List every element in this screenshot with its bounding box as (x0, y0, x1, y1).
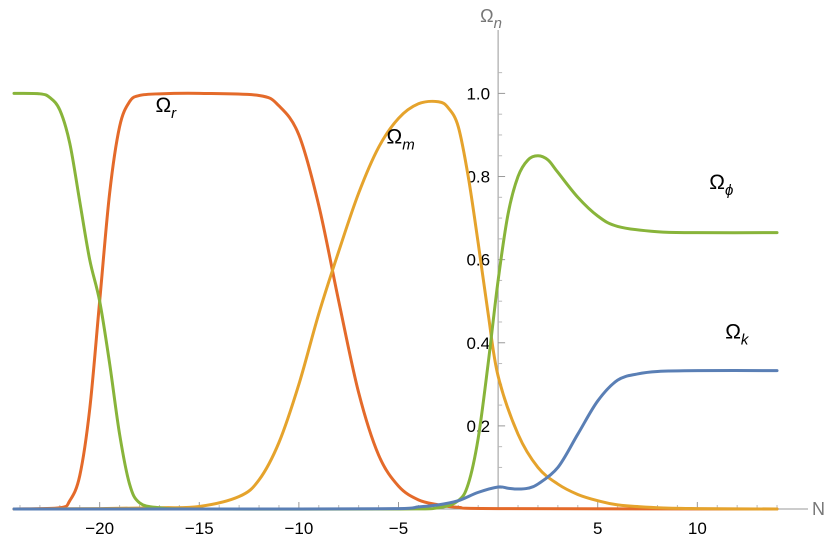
label-omega-m-base: Ω (387, 125, 403, 148)
series-omega-m-line (12, 99, 779, 511)
series-omega-r-line (12, 91, 779, 511)
label-omega-m: Ωm (387, 125, 415, 153)
label-omega-phi-base: Ω (709, 171, 725, 194)
x-tick-label: 5 (593, 519, 602, 538)
x-tick-label: −5 (389, 519, 408, 538)
x-tick-label: −10 (284, 519, 313, 538)
label-omega-r-sub: r (171, 105, 177, 122)
y-tick-label: 0.4 (466, 334, 490, 353)
y-axis-label-sub: n (494, 15, 502, 32)
x-tick-label: −15 (185, 519, 214, 538)
series-lines (12, 91, 779, 511)
label-omega-r: Ωr (155, 94, 177, 122)
label-omega-phi: Ωϕ (709, 171, 733, 199)
y-ticks: 0.2 0.4 0.6 0.8 1.0 (466, 72, 506, 489)
y-tick-label: 0.2 (466, 417, 490, 436)
x-tick-label: 10 (688, 519, 707, 538)
label-omega-k-sub: k (741, 332, 750, 349)
y-tick-label: 0.6 (466, 251, 490, 270)
series-omega-phi-line (12, 91, 779, 511)
y-axis-label-base: Ω (480, 6, 493, 26)
label-omega-r-base: Ω (155, 94, 171, 117)
label-omega-k-base: Ω (725, 321, 741, 344)
label-omega-m-sub: m (402, 136, 415, 153)
y-tick-label: 1.0 (466, 84, 490, 103)
label-omega-k: Ωk (725, 321, 750, 349)
axes: −20 −15 −10 −5 5 10 0.2 0.4 0.6 0.8 1.0 N Ωn (14, 6, 825, 538)
label-omega-phi-sub: ϕ (725, 182, 733, 199)
x-axis-label: N (812, 499, 825, 519)
series-omega-k-line (12, 369, 779, 511)
y-tick-label: 0.8 (466, 168, 490, 187)
y-axis-label: Ωn (480, 6, 502, 32)
x-tick-label: −20 (85, 519, 114, 538)
